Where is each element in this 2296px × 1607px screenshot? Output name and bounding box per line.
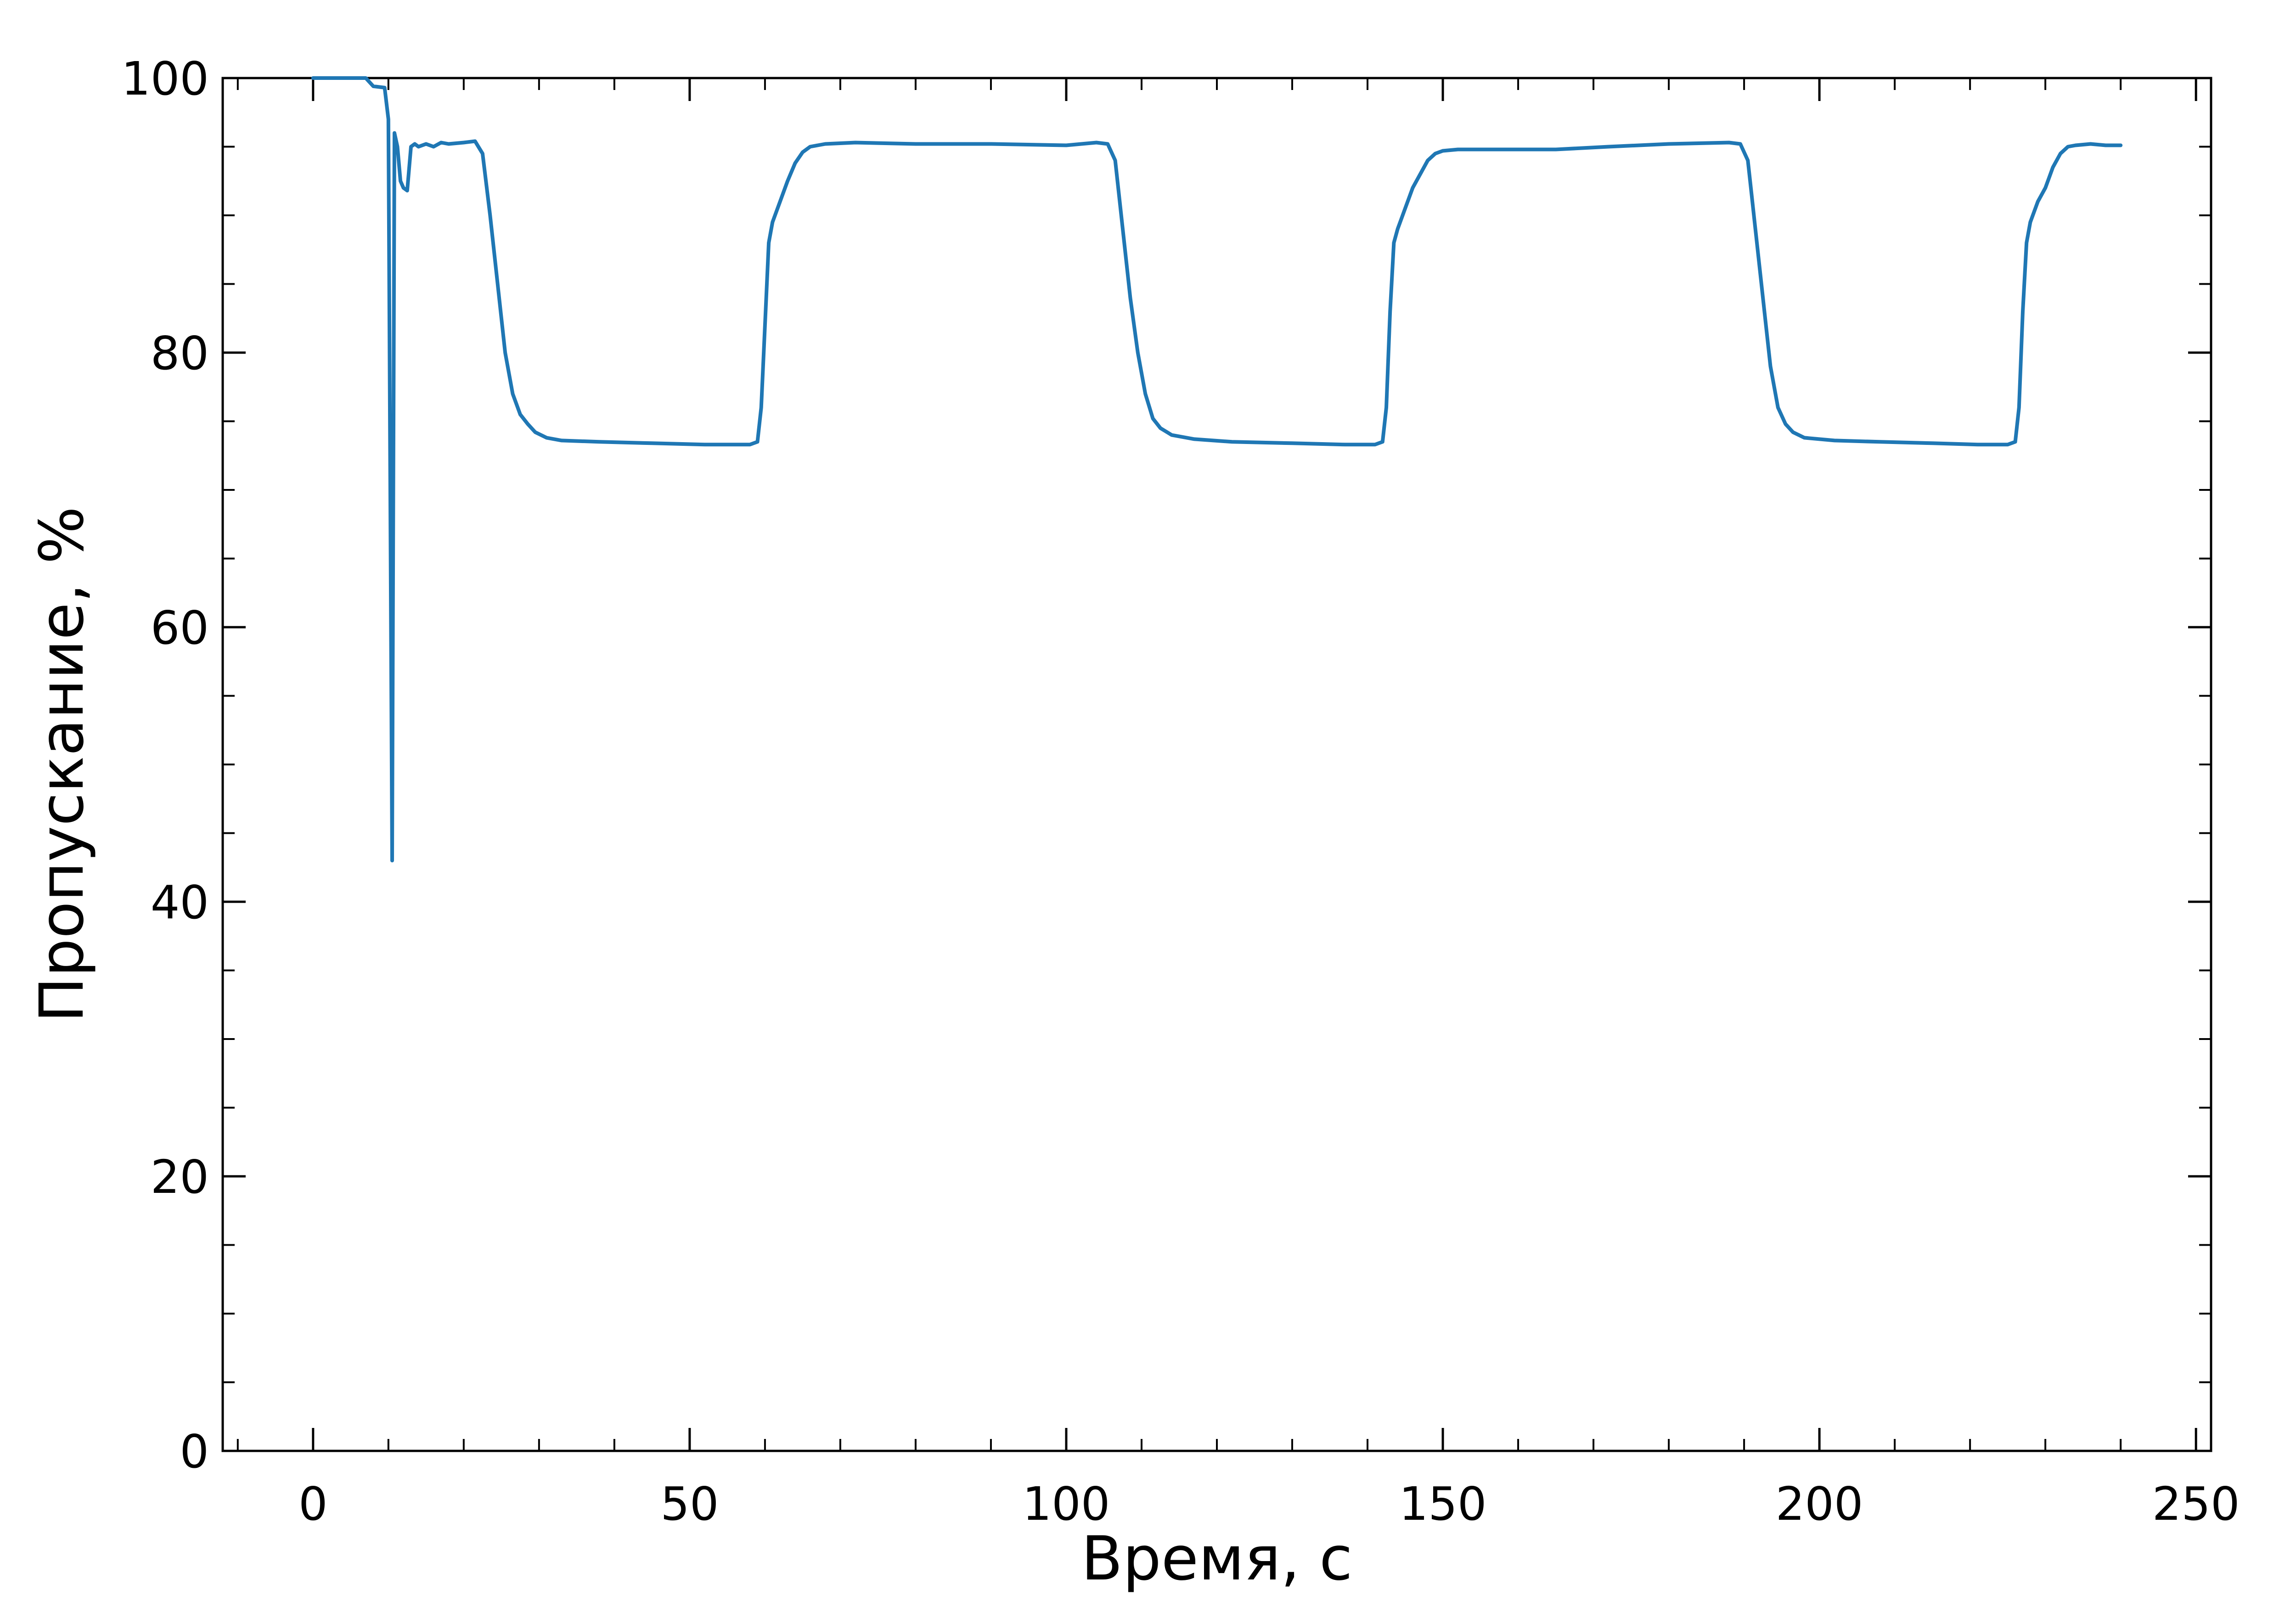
x-tick-label: 50 [660, 1477, 719, 1531]
tick-labels: 0 50 100 150 200 250 0 20 40 60 80 100 [121, 52, 2240, 1531]
x-tick-label: 100 [1023, 1477, 1110, 1531]
y-tick-label: 40 [151, 876, 209, 929]
y-tick-label: 60 [151, 601, 209, 655]
x-axis-label: Время, с [1081, 1523, 1352, 1594]
y-tick-label: 0 [180, 1425, 209, 1478]
x-tick-label: 150 [1399, 1477, 1487, 1531]
y-axis-label: Пропускание, % [27, 506, 97, 1023]
y-tick-label: 20 [151, 1150, 209, 1204]
x-tick-label: 250 [2152, 1477, 2240, 1531]
series-line [311, 76, 2123, 863]
y-tick-label: 80 [151, 326, 209, 380]
plot-area [221, 77, 2212, 1452]
x-tick-label: 0 [298, 1477, 328, 1531]
x-tick-label: 200 [1776, 1477, 1863, 1531]
axis-ticks [223, 77, 2211, 1452]
y-tick-label: 100 [121, 52, 209, 106]
